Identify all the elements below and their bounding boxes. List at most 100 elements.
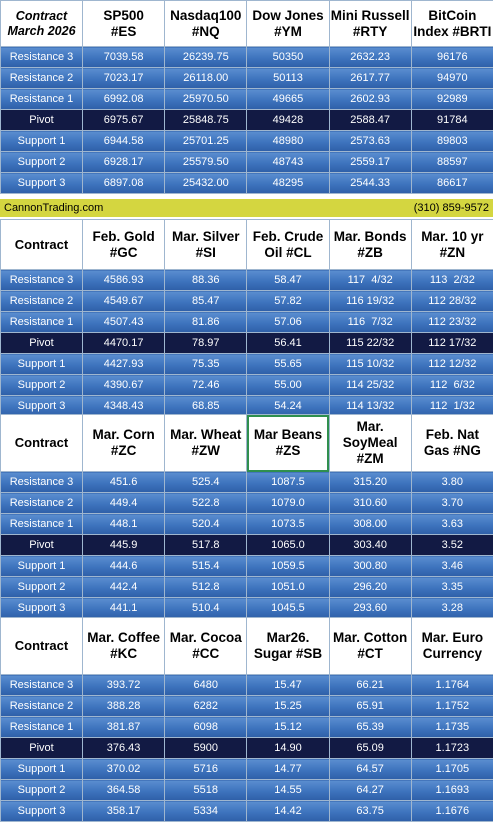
level-label: Support 2 (0, 151, 83, 173)
level-value: 112 12/32 (410, 353, 493, 375)
column-header-line: Feb. Crude (252, 228, 324, 244)
level-value: 112 17/32 (410, 332, 493, 354)
level-value: 88.36 (164, 269, 248, 291)
level-value: 1.1705 (410, 758, 493, 780)
level-label: Support 1 (0, 555, 83, 577)
column-header-line: SoyMeal #ZM (342, 435, 398, 466)
level-value: 64.27 (328, 779, 412, 801)
level-value: 25701.25 (164, 130, 248, 152)
contract-header-line1: Contract (14, 638, 69, 653)
level-value: 25970.50 (164, 88, 248, 110)
level-value: 4427.93 (81, 353, 166, 375)
level-value: 116 7/32 (328, 311, 412, 333)
level-value: 50350 (246, 46, 330, 68)
level-row: Resistance 2 4549.67 85.47 57.82 116 19/32 11… (0, 290, 493, 312)
level-value: 55.00 (246, 374, 330, 396)
column-header-line: #ZW (191, 443, 221, 458)
level-value: 15.47 (246, 674, 330, 696)
level-value: 66.21 (328, 674, 412, 696)
level-row: Resistance 2 388.28 6282 15.25 65.91 1.1752 (0, 695, 493, 717)
level-row: Resistance 1 448.1 520.4 1073.5 308.00 3.63 (0, 513, 493, 535)
level-value: 48743 (246, 151, 330, 173)
column-header: Mar Beans #ZS (246, 414, 330, 472)
level-row: Support 3 6897.08 25432.00 48295 2544.33 8661… (0, 172, 493, 194)
column-header: Feb. Crude Oil #CL (246, 219, 330, 270)
level-value: 1.1693 (410, 779, 493, 801)
level-value: 48980 (246, 130, 330, 152)
column-header-line: Currency (422, 646, 482, 661)
level-value: 5716 (164, 758, 248, 780)
level-value: 50113 (246, 67, 330, 89)
pivot-row: Pivot 6975.67 25848.75 49428 2588.47 91784 (0, 109, 493, 131)
level-value: 1059.5 (246, 555, 330, 577)
level-value: 6975.67 (81, 109, 166, 131)
column-header-line: Nasdaq100 (170, 7, 242, 23)
column-header-line: #RTY (352, 23, 388, 39)
level-row: Support 3 4348.43 68.85 54.24 114 13/32 112 1… (0, 395, 493, 417)
level-label: Resistance 1 (0, 88, 83, 110)
level-value: 5334 (164, 800, 248, 822)
level-value: 25579.50 (164, 151, 248, 173)
level-value: 1.1752 (410, 695, 493, 717)
level-row: Resistance 1 6992.08 25970.50 49665 2602.93 9… (0, 88, 493, 110)
column-header: Mar. Coffee #KC (81, 617, 166, 675)
level-value: 49665 (246, 88, 330, 110)
contract-table-2: Contract Feb. Gold #GC Mar. Silver #SI Feb. C… (0, 219, 493, 417)
level-label: Support 1 (0, 353, 83, 375)
level-value: 525.4 (164, 471, 248, 493)
level-value: 7039.58 (81, 46, 166, 68)
contract-header-line1: Contract (14, 236, 69, 252)
level-value: 86617 (410, 172, 493, 194)
column-header-line: Feb. Nat (425, 427, 479, 442)
level-value: 2573.63 (328, 130, 412, 152)
level-value: 49428 (246, 109, 330, 131)
level-value: 6282 (164, 695, 248, 717)
level-value: 4470.17 (81, 332, 166, 354)
level-value: 3.52 (410, 534, 493, 556)
level-value: 3.46 (410, 555, 493, 577)
level-value: 4348.43 (81, 395, 166, 417)
column-header-line: #KC (110, 646, 138, 661)
level-value: 1073.5 (246, 513, 330, 535)
level-value: 25432.00 (164, 172, 248, 194)
level-value: 3.63 (410, 513, 493, 535)
column-header-line: BitCoin (428, 7, 477, 23)
level-label: Support 2 (0, 374, 83, 396)
contract-header-line2: March 2026 (7, 23, 76, 38)
level-value: 6897.08 (81, 172, 166, 194)
level-value: 1087.5 (246, 471, 330, 493)
column-header: Mar. 10 yr #ZN (410, 219, 493, 270)
level-value: 78.97 (164, 332, 248, 354)
level-value: 26239.75 (164, 46, 248, 68)
column-header-line: #YM (274, 23, 302, 39)
column-header-line: Mar. (356, 419, 384, 434)
level-value: 114 13/32 (328, 395, 412, 417)
level-value: 115 22/32 (328, 332, 412, 354)
level-value: 58.47 (246, 269, 330, 291)
column-header: Mar. SoyMeal #ZM (328, 414, 412, 472)
column-header: Mar26. Sugar #SB (246, 617, 330, 675)
level-value: 445.9 (81, 534, 166, 556)
level-row: Resistance 1 381.87 6098 15.12 65.39 1.1735 (0, 716, 493, 738)
column-header-line: Mar. 10 yr (421, 228, 484, 244)
level-value: 115 10/32 (328, 353, 412, 375)
level-value: 6480 (164, 674, 248, 696)
column-header: SP500 #ES (81, 0, 166, 47)
level-label: Support 3 (0, 800, 83, 822)
level-label: Pivot (0, 737, 83, 759)
column-header-line: #CC (192, 646, 220, 661)
level-row: Support 1 6944.58 25701.25 48980 2573.63 8980… (0, 130, 493, 152)
level-value: 26118.00 (164, 67, 248, 89)
level-value: 510.4 (164, 597, 248, 619)
level-row: Support 1 4427.93 75.35 55.65 115 10/32 112 1… (0, 353, 493, 375)
column-header-line: Index #BRTI (413, 23, 492, 39)
level-value: 300.80 (328, 555, 412, 577)
level-value: 3.80 (410, 471, 493, 493)
site-link[interactable]: CannonTrading.com (4, 202, 104, 214)
level-value: 1.1676 (410, 800, 493, 822)
level-value: 515.4 (164, 555, 248, 577)
level-value: 14.90 (246, 737, 330, 759)
level-value: 448.1 (81, 513, 166, 535)
column-header-line: Mar Beans (253, 427, 323, 442)
level-value: 2602.93 (328, 88, 412, 110)
